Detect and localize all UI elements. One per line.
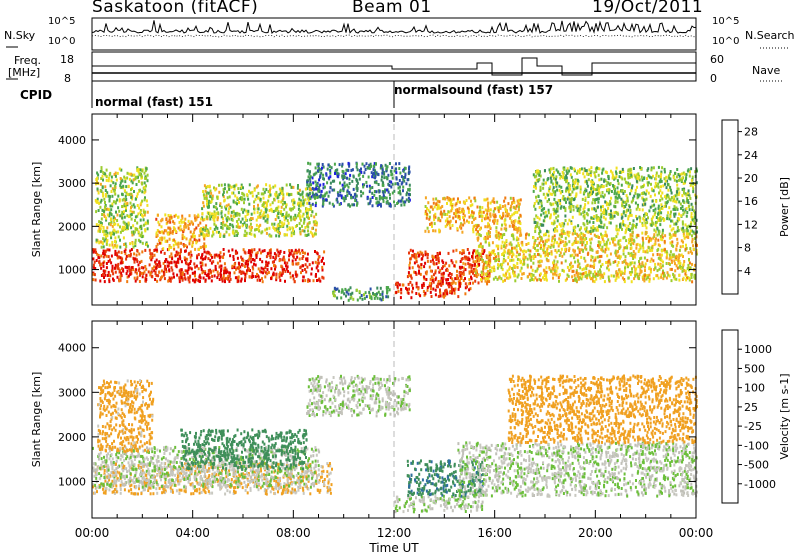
noise-panel-frame xyxy=(91,17,697,51)
freq-tick-high: 18 xyxy=(60,53,74,66)
date-title: 19/Oct/2011 xyxy=(592,0,704,17)
station-title: Saskatoon (fitACF) xyxy=(92,0,259,17)
scatter-region-0-8 xyxy=(424,196,522,234)
scatter-region-0-10 xyxy=(532,165,698,234)
colorbar-1-tick-6: -500 xyxy=(744,459,769,472)
xtick-label-5: 20:00 xyxy=(578,526,613,540)
colorbar-1-tick-2: 100 xyxy=(744,382,765,395)
freq-label-line1: Freq. xyxy=(14,54,42,67)
scatter-region-1-5 xyxy=(394,494,484,514)
colorbar-1-tick-1: 500 xyxy=(744,362,765,375)
xtick-label-3: 12:00 xyxy=(377,526,412,540)
scatter-region-0-9 xyxy=(474,230,698,284)
colorbar-1-tick-4: -25 xyxy=(744,420,762,433)
noise-sky-label: N.Sky xyxy=(4,29,36,42)
colorbar-0-tick-3: 16 xyxy=(744,195,758,208)
colorbar-1-frame xyxy=(721,329,739,504)
ytick-label-0-1000: 1000 xyxy=(58,264,86,277)
colorbar-0-tick-2: 12 xyxy=(744,218,758,231)
ytick-label-1-4000: 4000 xyxy=(58,342,86,355)
scatter-region-0-3 xyxy=(200,183,318,238)
cpid-mode-2: normalsound (fast) 157 xyxy=(394,83,554,97)
xtick-label-2: 08:00 xyxy=(276,526,311,540)
noise-tick-bottom-left: 10^0 xyxy=(48,36,76,47)
scatter-region-1-4 xyxy=(306,374,411,418)
nave-line xyxy=(92,57,696,76)
ytick-label-0-4000: 4000 xyxy=(58,134,86,147)
cpid-label: CPID xyxy=(20,88,53,102)
colorbar-0-tick-1: 8 xyxy=(744,242,751,255)
noise-search-label: N.Search xyxy=(745,29,795,42)
xtick-label-4: 16:00 xyxy=(477,526,512,540)
noise-search-line xyxy=(91,34,697,38)
colorbar-1-tick-0: 1000 xyxy=(744,343,772,356)
ytick-label-1-1000: 1000 xyxy=(58,475,86,488)
noise-tick-bottom-right: 10^0 xyxy=(712,36,740,47)
scatter-region-0-5 xyxy=(332,286,391,302)
freq-tick-low: 8 xyxy=(64,72,71,85)
xlabel: Time UT xyxy=(368,541,419,554)
scatter-region-1-8 xyxy=(507,374,698,445)
scatter-region-1-7 xyxy=(457,441,698,498)
nave-tick-low: 0 xyxy=(710,72,717,85)
freq-label-line2: [MHz] xyxy=(8,66,41,79)
colorbar-0-label: Power [dB] xyxy=(778,177,791,237)
xtick-label-0: 00:00 xyxy=(75,526,110,540)
scatter-region-1-2 xyxy=(180,428,308,471)
scatter-region-0-6 xyxy=(394,281,472,300)
scatter-region-1-3 xyxy=(97,379,155,454)
colorbar-1-tick-3: 25 xyxy=(744,401,758,414)
ytick-label-0-3000: 3000 xyxy=(58,177,86,190)
colorbar-1-tick-5: -100 xyxy=(744,439,769,452)
colorbar-0-frame xyxy=(721,119,739,295)
colorbar-0-tick-6: 28 xyxy=(744,126,758,139)
colorbar-0-tick-4: 20 xyxy=(744,172,758,185)
ytick-label-1-3000: 3000 xyxy=(58,386,86,399)
nave-label: Nave xyxy=(752,64,781,77)
xtick-label-1: 04:00 xyxy=(175,526,210,540)
noise-tick-top-right: 10^5 xyxy=(712,16,740,27)
xtick-label-6: 00:00 xyxy=(679,526,714,540)
ytick-label-1-2000: 2000 xyxy=(58,431,86,444)
cpid-mode-1: normal (fast) 151 xyxy=(95,95,213,109)
noise-sky-line xyxy=(91,20,697,34)
scatter-region-0-1 xyxy=(94,166,149,249)
scatter-region-0-2 xyxy=(155,213,210,251)
ylabel-1: Slant Range [km] xyxy=(30,372,43,468)
noise-tick-top-left: 10^5 xyxy=(48,16,76,27)
scatter-region-0-4 xyxy=(306,161,411,208)
ylabel-0: Slant Range [km] xyxy=(30,162,43,258)
scatter-region-0-0 xyxy=(92,248,326,284)
colorbar-0-tick-0: 4 xyxy=(744,265,751,278)
beam-title: Beam 01 xyxy=(352,0,432,17)
nave-tick-high: 60 xyxy=(710,53,724,66)
colorbar-0-tick-5: 24 xyxy=(744,149,758,162)
ytick-label-0-2000: 2000 xyxy=(58,220,86,233)
colorbar-1-label: Velocity [m s-1] xyxy=(778,373,791,459)
colorbar-1-tick-7: -1000 xyxy=(744,478,776,491)
